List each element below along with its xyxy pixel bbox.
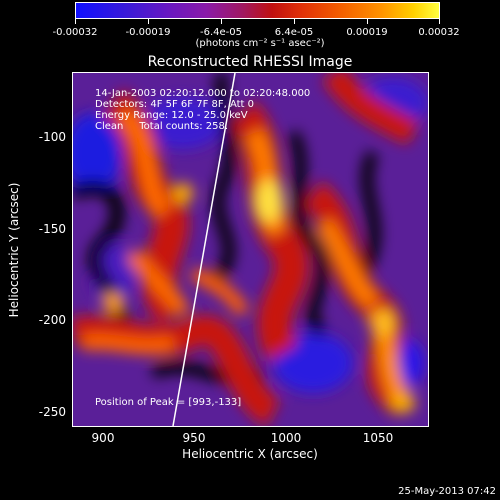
x-tick-label: 1050 (362, 431, 394, 445)
info-energy: Energy Range: 12.0 - 25.0 keV (95, 110, 248, 121)
info-time: 14-Jan-2003 02:20:12.000 to 02:20:48.000 (95, 88, 311, 99)
colorbar-tick (148, 19, 149, 24)
colorbar-label: -0.00032 (52, 27, 98, 38)
colorbar-label: 0.00032 (418, 27, 460, 38)
rhessi-image (72, 72, 429, 427)
colorbar-label: -6.4e-05 (200, 27, 242, 38)
y-axis-label: Heliocentric Y (arcsec) (7, 182, 21, 318)
y-tick-label: -250 (38, 405, 66, 419)
x-axis-label: Heliocentric X (arcsec) (182, 447, 318, 461)
y-tick-label: -200 (38, 313, 66, 327)
peak-position: Position of Peak = [993,-133] (95, 397, 242, 408)
info-detectors: Detectors: 4F 5F 6F 7F 8F, Att 0 (95, 99, 255, 110)
colorbar-units: (photons cm⁻² s⁻¹ asec⁻²) (195, 38, 325, 49)
colorbar-label: 6.4e-05 (274, 27, 314, 38)
image-map (73, 73, 428, 426)
x-tick-label: 900 (91, 431, 115, 445)
x-tick-label: 950 (182, 431, 206, 445)
colorbar-tick (367, 19, 368, 24)
colorbar-tick (294, 19, 295, 24)
x-tick-label: 1000 (270, 431, 302, 445)
info-clean: Clean Total counts: 258. (95, 121, 229, 132)
colorbar-tick (75, 19, 76, 24)
colorbar-label: -0.00019 (125, 27, 171, 38)
date-stamp: 25-May-2013 07:42 (398, 486, 496, 497)
colorbar (75, 2, 440, 19)
colorbar-tick (439, 19, 440, 24)
colorbar-tick (221, 19, 222, 24)
y-tick-label: -150 (38, 222, 66, 236)
y-tick-label: -100 (38, 130, 66, 144)
page-title: Reconstructed RHESSI Image (147, 54, 353, 70)
colorbar-label: 0.00019 (346, 27, 388, 38)
